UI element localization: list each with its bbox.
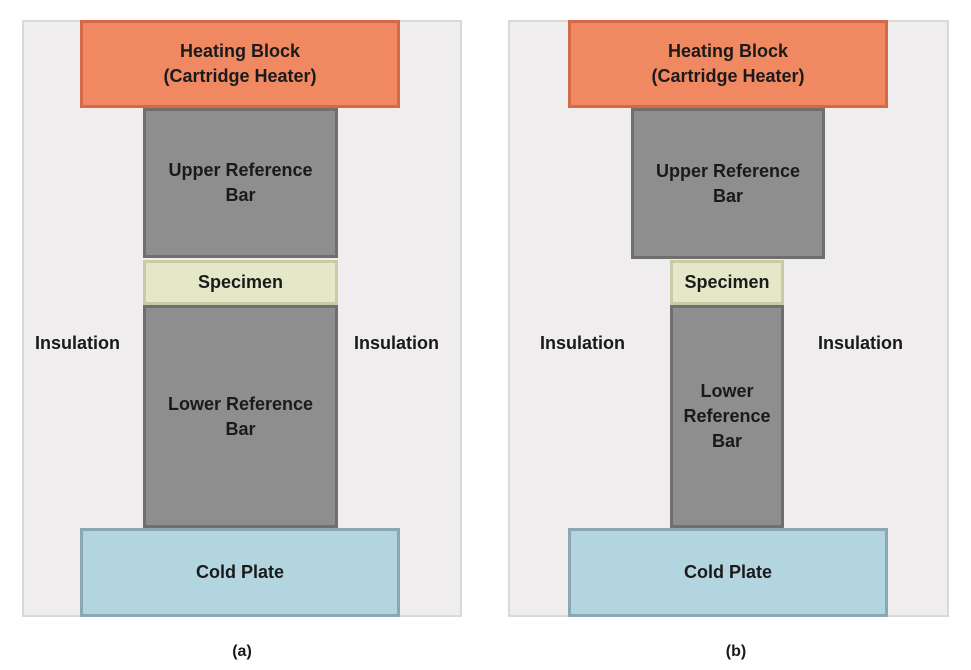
panel-a-cold-plate: Cold Plate — [80, 528, 400, 617]
panel-a-caption: (a) — [232, 643, 252, 660]
panel-b-caption: (b) — [725, 643, 747, 660]
panel-b-specimen: Specimen — [670, 260, 784, 305]
panel-b-insulation-left-label: Insulation — [540, 333, 625, 353]
panel-b-cold-plate: Cold Plate — [568, 528, 888, 617]
panel-a-specimen: Specimen — [143, 260, 338, 305]
panel-a-lower-reference-bar: Lower Reference Bar — [143, 305, 338, 528]
panel-b-heating-block: Heating Block (Cartridge Heater) — [568, 20, 888, 108]
panel-a-heating-block: Heating Block (Cartridge Heater) — [80, 20, 400, 108]
panel-b-upper-reference-bar: Upper Reference Bar — [631, 108, 825, 259]
panel-a-insulation-right-label: Insulation — [354, 333, 439, 353]
panel-a-upper-reference-bar: Upper Reference Bar — [143, 108, 338, 258]
panel-b-insulation-right-label: Insulation — [818, 333, 903, 353]
panel-a-insulation-left-label: Insulation — [35, 333, 120, 353]
panel-b-lower-reference-bar: Lower Reference Bar — [670, 305, 784, 528]
